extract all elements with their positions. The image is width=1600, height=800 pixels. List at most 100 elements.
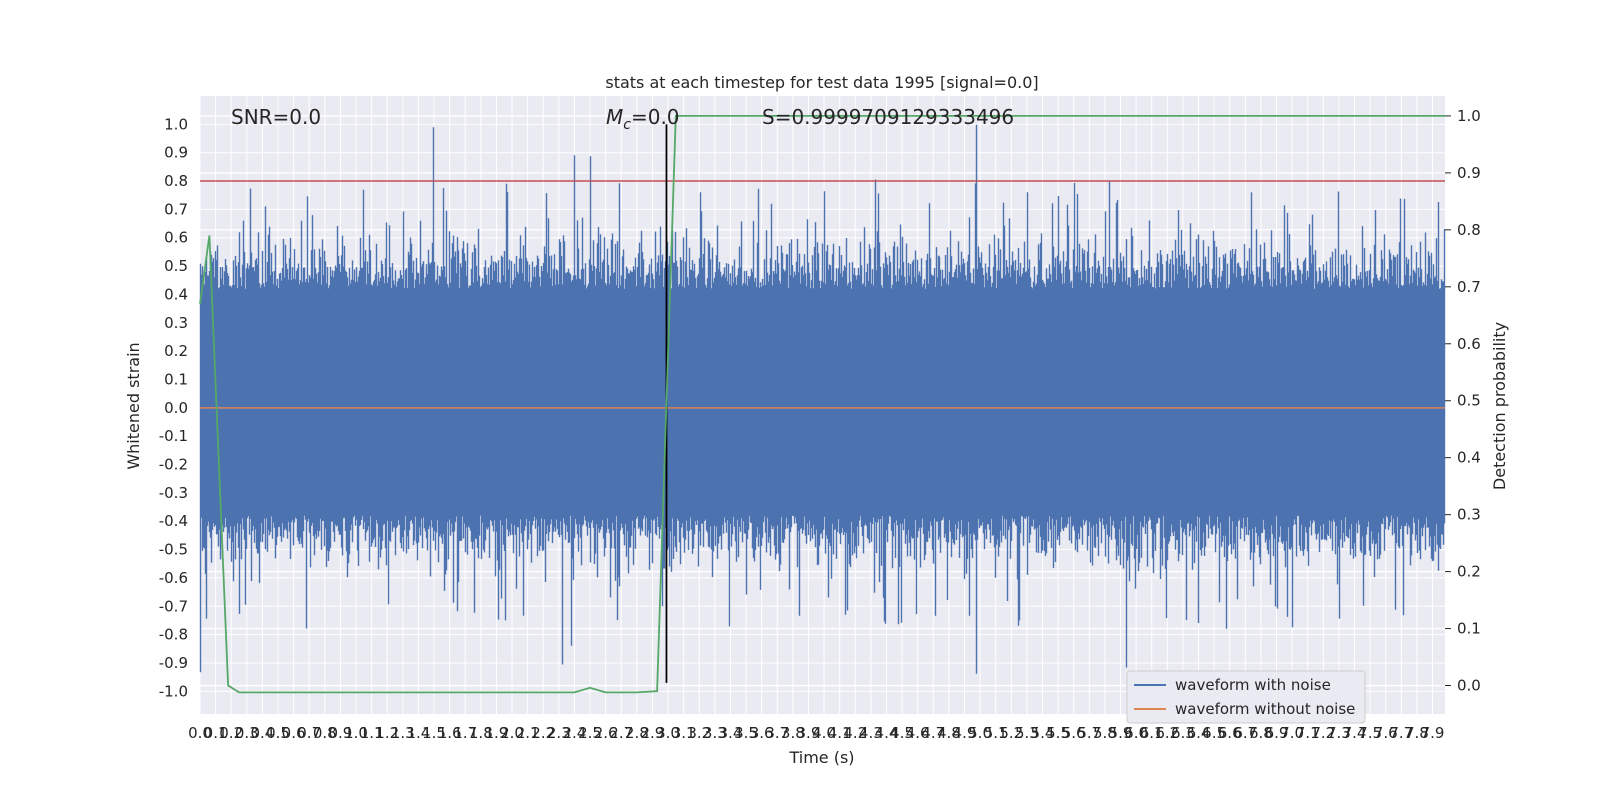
legend: waveform with noise waveform without noi… [1126,670,1366,724]
x-tick-label: 4.9 [953,724,977,742]
chart-title: stats at each timestep for test data 199… [605,73,1038,92]
x-tick-label: 4.1 [828,724,852,742]
x-tick-label: 1.1 [360,724,384,742]
x-tick-label: 3.1 [672,724,696,742]
x-tick-label: 5.7 [1077,724,1101,742]
x-tick-label: 4.4 [875,724,899,742]
y-tick-label-left: 0.8 [164,172,188,190]
snr-annotation: SNR=0.0 [231,105,321,129]
x-tick-label: 6.2 [1155,724,1179,742]
y-tick-label-left: -0.6 [159,569,188,587]
y-tick-label-right: 0.3 [1457,506,1481,524]
y-tick-label-right: 0.6 [1457,335,1481,353]
x-tick-label: 0.5 [266,724,290,742]
x-axis-label: Time (s) [788,748,854,767]
x-tick-label: 7.3 [1327,724,1351,742]
mc-annotation: Mc=0.0 [606,105,680,133]
x-tick-label: 2.8 [625,724,649,742]
x-tick-label: 6.4 [1187,724,1211,742]
x-tick-label: 2.0 [500,724,524,742]
x-tick-label: 0.6 [282,724,306,742]
y-tick-label-left: -0.4 [159,512,188,530]
y-tick-label-right: 0.0 [1457,677,1481,695]
x-tick-label: 5.0 [968,724,992,742]
x-tick-label: 2.5 [578,724,602,742]
y-tick-label-left: 0.6 [164,229,188,247]
x-tick-label: 7.5 [1358,724,1382,742]
x-tick-label: 3.9 [797,724,821,742]
x-tick-label: 5.6 [1062,724,1086,742]
x-tick-label: 2.4 [563,724,587,742]
x-tick-label: 1.8 [469,724,493,742]
x-tick-label: 1.3 [391,724,415,742]
y-tick-label-right: 0.2 [1457,563,1481,581]
x-tick-label: 0.1 [204,724,228,742]
x-tick-label: 7.1 [1296,724,1320,742]
y-tick-label-right: 0.4 [1457,449,1481,467]
x-tick-label: 1.0 [344,724,368,742]
y-tick-label-left: 0.1 [164,370,188,388]
x-tick-label: 5.4 [1031,724,1055,742]
y-tick-label-left: -0.3 [159,484,188,502]
x-tick-label: 5.9 [1109,724,1133,742]
y-tick-label-left: -0.1 [159,427,188,445]
y-tick-label-right: 1.0 [1457,107,1481,125]
x-tick-label: 1.9 [484,724,508,742]
y-tick-label-left: 0.3 [164,314,188,332]
y-tick-label-right: 0.5 [1457,392,1481,410]
y-axis-left-label: Whitened strain [124,342,143,469]
x-tick-label: 3.3 [703,724,727,742]
x-tick-label: 4.5 [890,724,914,742]
x-tick-label: 0.9 [328,724,352,742]
y-tick-label-left: 0.4 [164,285,188,303]
y-axis-right-ticks: 0.0 0.1 0.2 0.3 0.4 0.5 0.6 0.7 0.8 0.9 1.0 [1445,107,1481,695]
x-tick-label: 4.0 [812,724,836,742]
x-tick-label: 5.2 [999,724,1023,742]
x-tick-label: 1.5 [422,724,446,742]
x-tick-label: 5.1 [984,724,1008,742]
x-tick-label: 2.6 [594,724,618,742]
y-tick-label-left: -0.7 [159,597,188,615]
x-tick-label: 0.8 [313,724,337,742]
y-tick-label-right: 0.7 [1457,278,1481,296]
x-tick-label: 2.1 [516,724,540,742]
x-tick-label: 3.7 [765,724,789,742]
x-tick-label: 2.7 [609,724,633,742]
x-tick-label: 1.4 [406,724,430,742]
x-tick-label: 0.4 [250,724,274,742]
x-tick-label: 4.6 [906,724,930,742]
x-tick-label: 7.2 [1311,724,1335,742]
x-tick-label: 1.7 [453,724,477,742]
y-tick-label-left: -0.5 [159,541,188,559]
mc-symbol: M [606,105,623,129]
x-tick-label: 6.9 [1265,724,1289,742]
y-tick-label-right: 0.9 [1457,164,1481,182]
y-tick-label-left: 0.2 [164,342,188,360]
legend-box [1126,670,1366,724]
s-annotation: S=0.9999709129333496 [762,105,1014,129]
x-tick-label: 1.2 [375,724,399,742]
y-tick-label-left: -0.9 [159,654,188,672]
y-tick-label-left: 1.0 [164,115,188,133]
x-tick-label: 6.3 [1171,724,1195,742]
x-tick-label: 3.2 [687,724,711,742]
y-axis-right-label: Detection probability [1490,322,1509,490]
x-tick-label: 6.8 [1249,724,1273,742]
y-tick-label-left: 0.7 [164,200,188,218]
x-tick-label: 3.8 [781,724,805,742]
x-tick-label: 2.3 [547,724,571,742]
x-tick-label: 7.0 [1280,724,1304,742]
x-tick-label: 3.4 [719,724,743,742]
x-tick-label: 7.7 [1389,724,1413,742]
x-tick-label: 7.8 [1405,724,1429,742]
x-tick-label: 3.6 [750,724,774,742]
x-axis-ticks: 0.00.10.20.30.40.50.60.70.80.91.01.11.21… [188,724,1444,742]
legend-label-clean: waveform without noise [1175,700,1355,718]
x-tick-label: 7.6 [1374,724,1398,742]
y-tick-label-left: -0.2 [159,456,188,474]
x-tick-label: 0.3 [235,724,259,742]
series-waveform-with-noise [199,124,1446,674]
x-tick-label: 6.5 [1202,724,1226,742]
y-tick-label-left: 0.0 [164,399,188,417]
